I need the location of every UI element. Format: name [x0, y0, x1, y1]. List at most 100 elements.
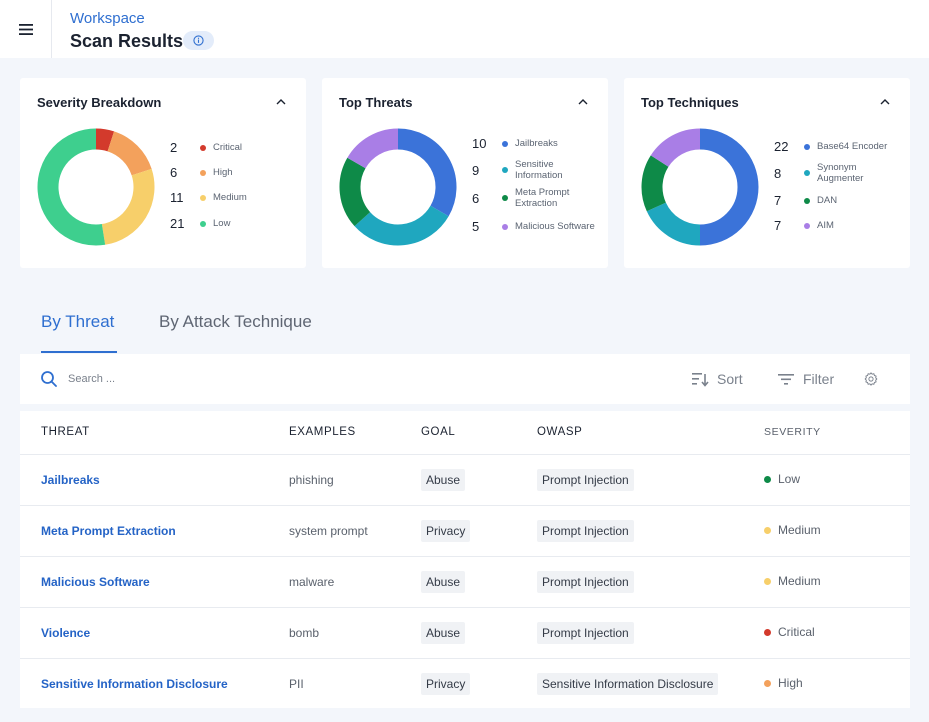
column-header-goal[interactable]: GOAL — [421, 426, 456, 438]
severity-label: Medium — [778, 574, 821, 588]
legend-label: Low — [213, 218, 231, 229]
legend-dot — [200, 169, 206, 176]
severity-cell: Medium — [764, 574, 821, 588]
legend-label: Jailbreaks — [515, 138, 558, 149]
owasp-chip: Sensitive Information Disclosure — [537, 673, 719, 695]
legend-dot — [502, 195, 508, 201]
table-row[interactable]: Meta Prompt Extraction system prompt Pri… — [20, 505, 910, 556]
column-header-examples[interactable]: EXAMPLES — [289, 426, 356, 438]
legend-dot — [804, 143, 810, 150]
threats-donut-chart — [339, 128, 457, 246]
legend-label: Critical — [213, 142, 243, 153]
legend-label: High — [213, 167, 233, 178]
search-input[interactable] — [68, 368, 368, 390]
severity-dot — [764, 526, 771, 534]
tab-by-attack-technique[interactable]: By Attack Technique — [159, 312, 312, 331]
breadcrumb-workspace[interactable]: Workspace — [70, 10, 145, 27]
goal-chip: Abuse — [421, 469, 466, 491]
severity-dot — [764, 628, 771, 636]
example-cell: PII — [289, 677, 304, 691]
filter-label: Filter — [803, 371, 835, 387]
tab-by-threat[interactable]: By Threat — [41, 312, 115, 331]
legend-item-dan: 7 DAN — [774, 193, 904, 208]
legend-dot — [200, 194, 206, 201]
table-row[interactable]: Malicious Software malware Abuse Prompt … — [20, 556, 910, 607]
threats-table: THREAT EXAMPLES GOAL OWASP SEVERITY Jail… — [20, 411, 910, 708]
column-header-owasp[interactable]: OWASP — [537, 426, 583, 438]
threat-link[interactable]: Malicious Software — [41, 575, 150, 589]
legend-label: Sensitive Information — [515, 159, 563, 181]
threat-link[interactable]: Sensitive Information Disclosure — [41, 677, 228, 691]
legend-item-critical: 2 Critical — [170, 140, 300, 155]
severity-dot — [764, 577, 771, 585]
legend-count: 7 — [774, 193, 782, 208]
legend-dot — [502, 167, 508, 173]
collapse-button[interactable] — [274, 95, 288, 109]
legend-count: 8 — [774, 165, 782, 181]
card-severity-breakdown: Severity Breakdown 2 Critical 6 High 11 … — [20, 78, 306, 268]
severity-label: Low — [778, 472, 801, 486]
goal-chip: Abuse — [421, 622, 466, 644]
legend-dot — [804, 222, 810, 229]
donut-slice-high — [107, 131, 152, 176]
donut-slice-base64-encoder — [699, 128, 759, 246]
legend-dot — [502, 140, 508, 147]
threat-link[interactable]: Meta Prompt Extraction — [41, 524, 176, 538]
legend-label: Medium — [213, 192, 247, 203]
column-header-severity[interactable]: SEVERITY — [764, 426, 821, 438]
legend-count: 22 — [774, 139, 789, 154]
column-header-threat[interactable]: THREAT — [41, 426, 90, 438]
legend-item-malicious-software: 5 Malicious Software — [472, 219, 602, 234]
table-settings-button[interactable] — [864, 367, 886, 391]
owasp-chip: Prompt Injection — [537, 571, 634, 593]
legend-item-synonym-augmenter: 8 Synonym Augmenter — [774, 162, 904, 184]
card-title: Top Techniques — [641, 95, 739, 110]
legend-item-aim: 7 AIM — [774, 218, 904, 233]
legend-count: 6 — [170, 165, 178, 180]
legend-item-jailbreaks: 10 Jailbreaks — [472, 136, 602, 151]
threat-link[interactable]: Jailbreaks — [41, 473, 100, 487]
threat-link[interactable]: Violence — [41, 626, 91, 640]
legend-item-sensitive-information: 9 Sensitive Information — [472, 159, 602, 181]
severity-label: Critical — [778, 625, 815, 639]
donut-slice-medium — [101, 168, 155, 245]
menu-button[interactable] — [0, 0, 52, 58]
sort-label: Sort — [717, 371, 743, 387]
info-button[interactable] — [183, 31, 214, 50]
collapse-button[interactable] — [576, 95, 590, 109]
search-icon — [40, 370, 58, 388]
legend-dot — [200, 220, 206, 227]
chevron-up-icon — [880, 99, 890, 105]
severity-label: Medium — [778, 523, 821, 537]
goal-chip: Privacy — [421, 673, 471, 695]
table-row[interactable]: Violence bomb Abuse Prompt Injection Cri… — [20, 607, 910, 658]
severity-cell: Critical — [764, 625, 815, 639]
owasp-chip: Prompt Injection — [537, 469, 634, 491]
filter-button[interactable]: Filter — [777, 368, 834, 390]
sort-button[interactable]: Sort — [691, 368, 743, 390]
table-row[interactable]: Jailbreaks phishing Abuse Prompt Injecti… — [20, 454, 910, 505]
donut-slice-critical — [95, 128, 115, 152]
legend-item-high: 6 High — [170, 165, 300, 180]
legend-label: AIM — [817, 220, 834, 231]
legend-label: Malicious Software — [515, 221, 595, 232]
legend-label: Base64 Encoder — [817, 141, 888, 152]
legend-count: 2 — [170, 140, 178, 155]
legend-count: 6 — [472, 190, 480, 206]
legend-label: Synonym Augmenter — [817, 162, 864, 184]
severity-label: High — [778, 676, 803, 690]
card-top-threats: Top Threats 10 Jailbreaks 9 Sensitive In… — [322, 78, 608, 268]
legend-label: Meta Prompt Extraction — [515, 187, 570, 209]
card-top-techniques: Top Techniques 22 Base64 Encoder 8 Synon… — [624, 78, 910, 268]
legend-dot — [804, 170, 810, 176]
donut-slice-meta-prompt-extraction — [339, 157, 371, 227]
severity-cell: Low — [764, 472, 800, 486]
table-row[interactable]: Sensitive Information Disclosure PII Pri… — [20, 658, 910, 709]
techniques-donut-chart — [641, 128, 759, 246]
collapse-button[interactable] — [878, 95, 892, 109]
owasp-chip: Prompt Injection — [537, 622, 634, 644]
hamburger-icon — [18, 23, 33, 35]
legend-item-meta-prompt-extraction: 6 Meta Prompt Extraction — [472, 187, 602, 209]
active-tab-indicator — [41, 351, 117, 353]
chevron-up-icon — [578, 99, 588, 105]
